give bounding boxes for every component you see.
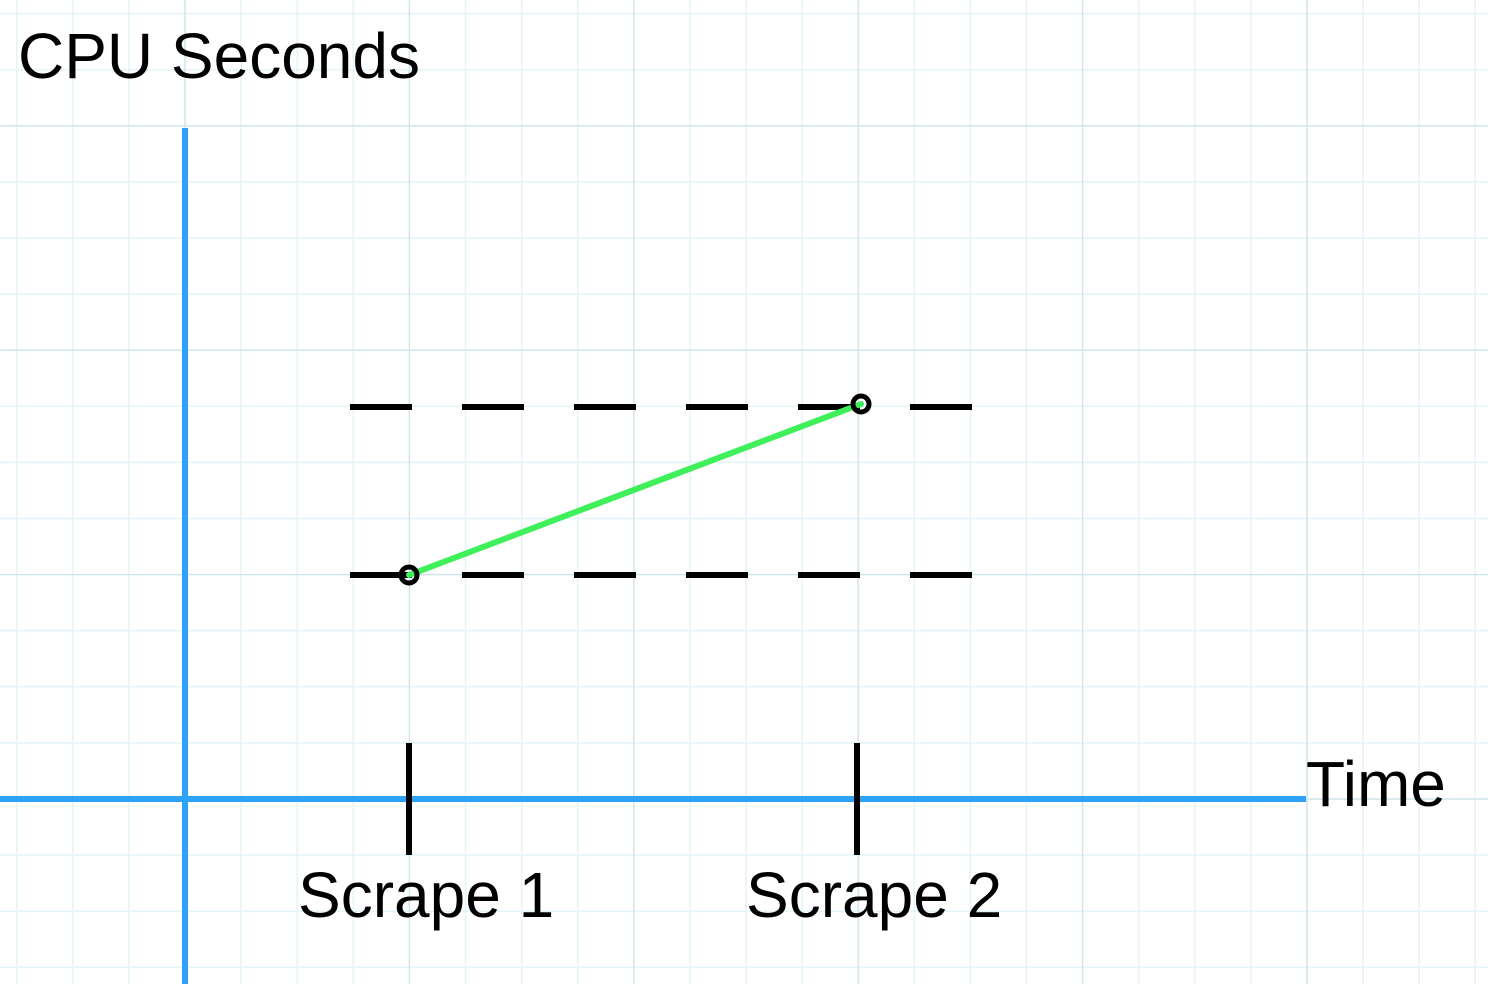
scrape-2-sample-point <box>850 393 872 415</box>
scrape-1-label: Scrape 1 <box>298 859 554 931</box>
y-axis-label: CPU Seconds <box>18 20 420 92</box>
scrape-1-sample-point <box>398 564 420 586</box>
x-axis-label: Time <box>1306 748 1446 820</box>
scrape-2-label: Scrape 2 <box>746 859 1002 931</box>
rate-line <box>406 401 864 578</box>
